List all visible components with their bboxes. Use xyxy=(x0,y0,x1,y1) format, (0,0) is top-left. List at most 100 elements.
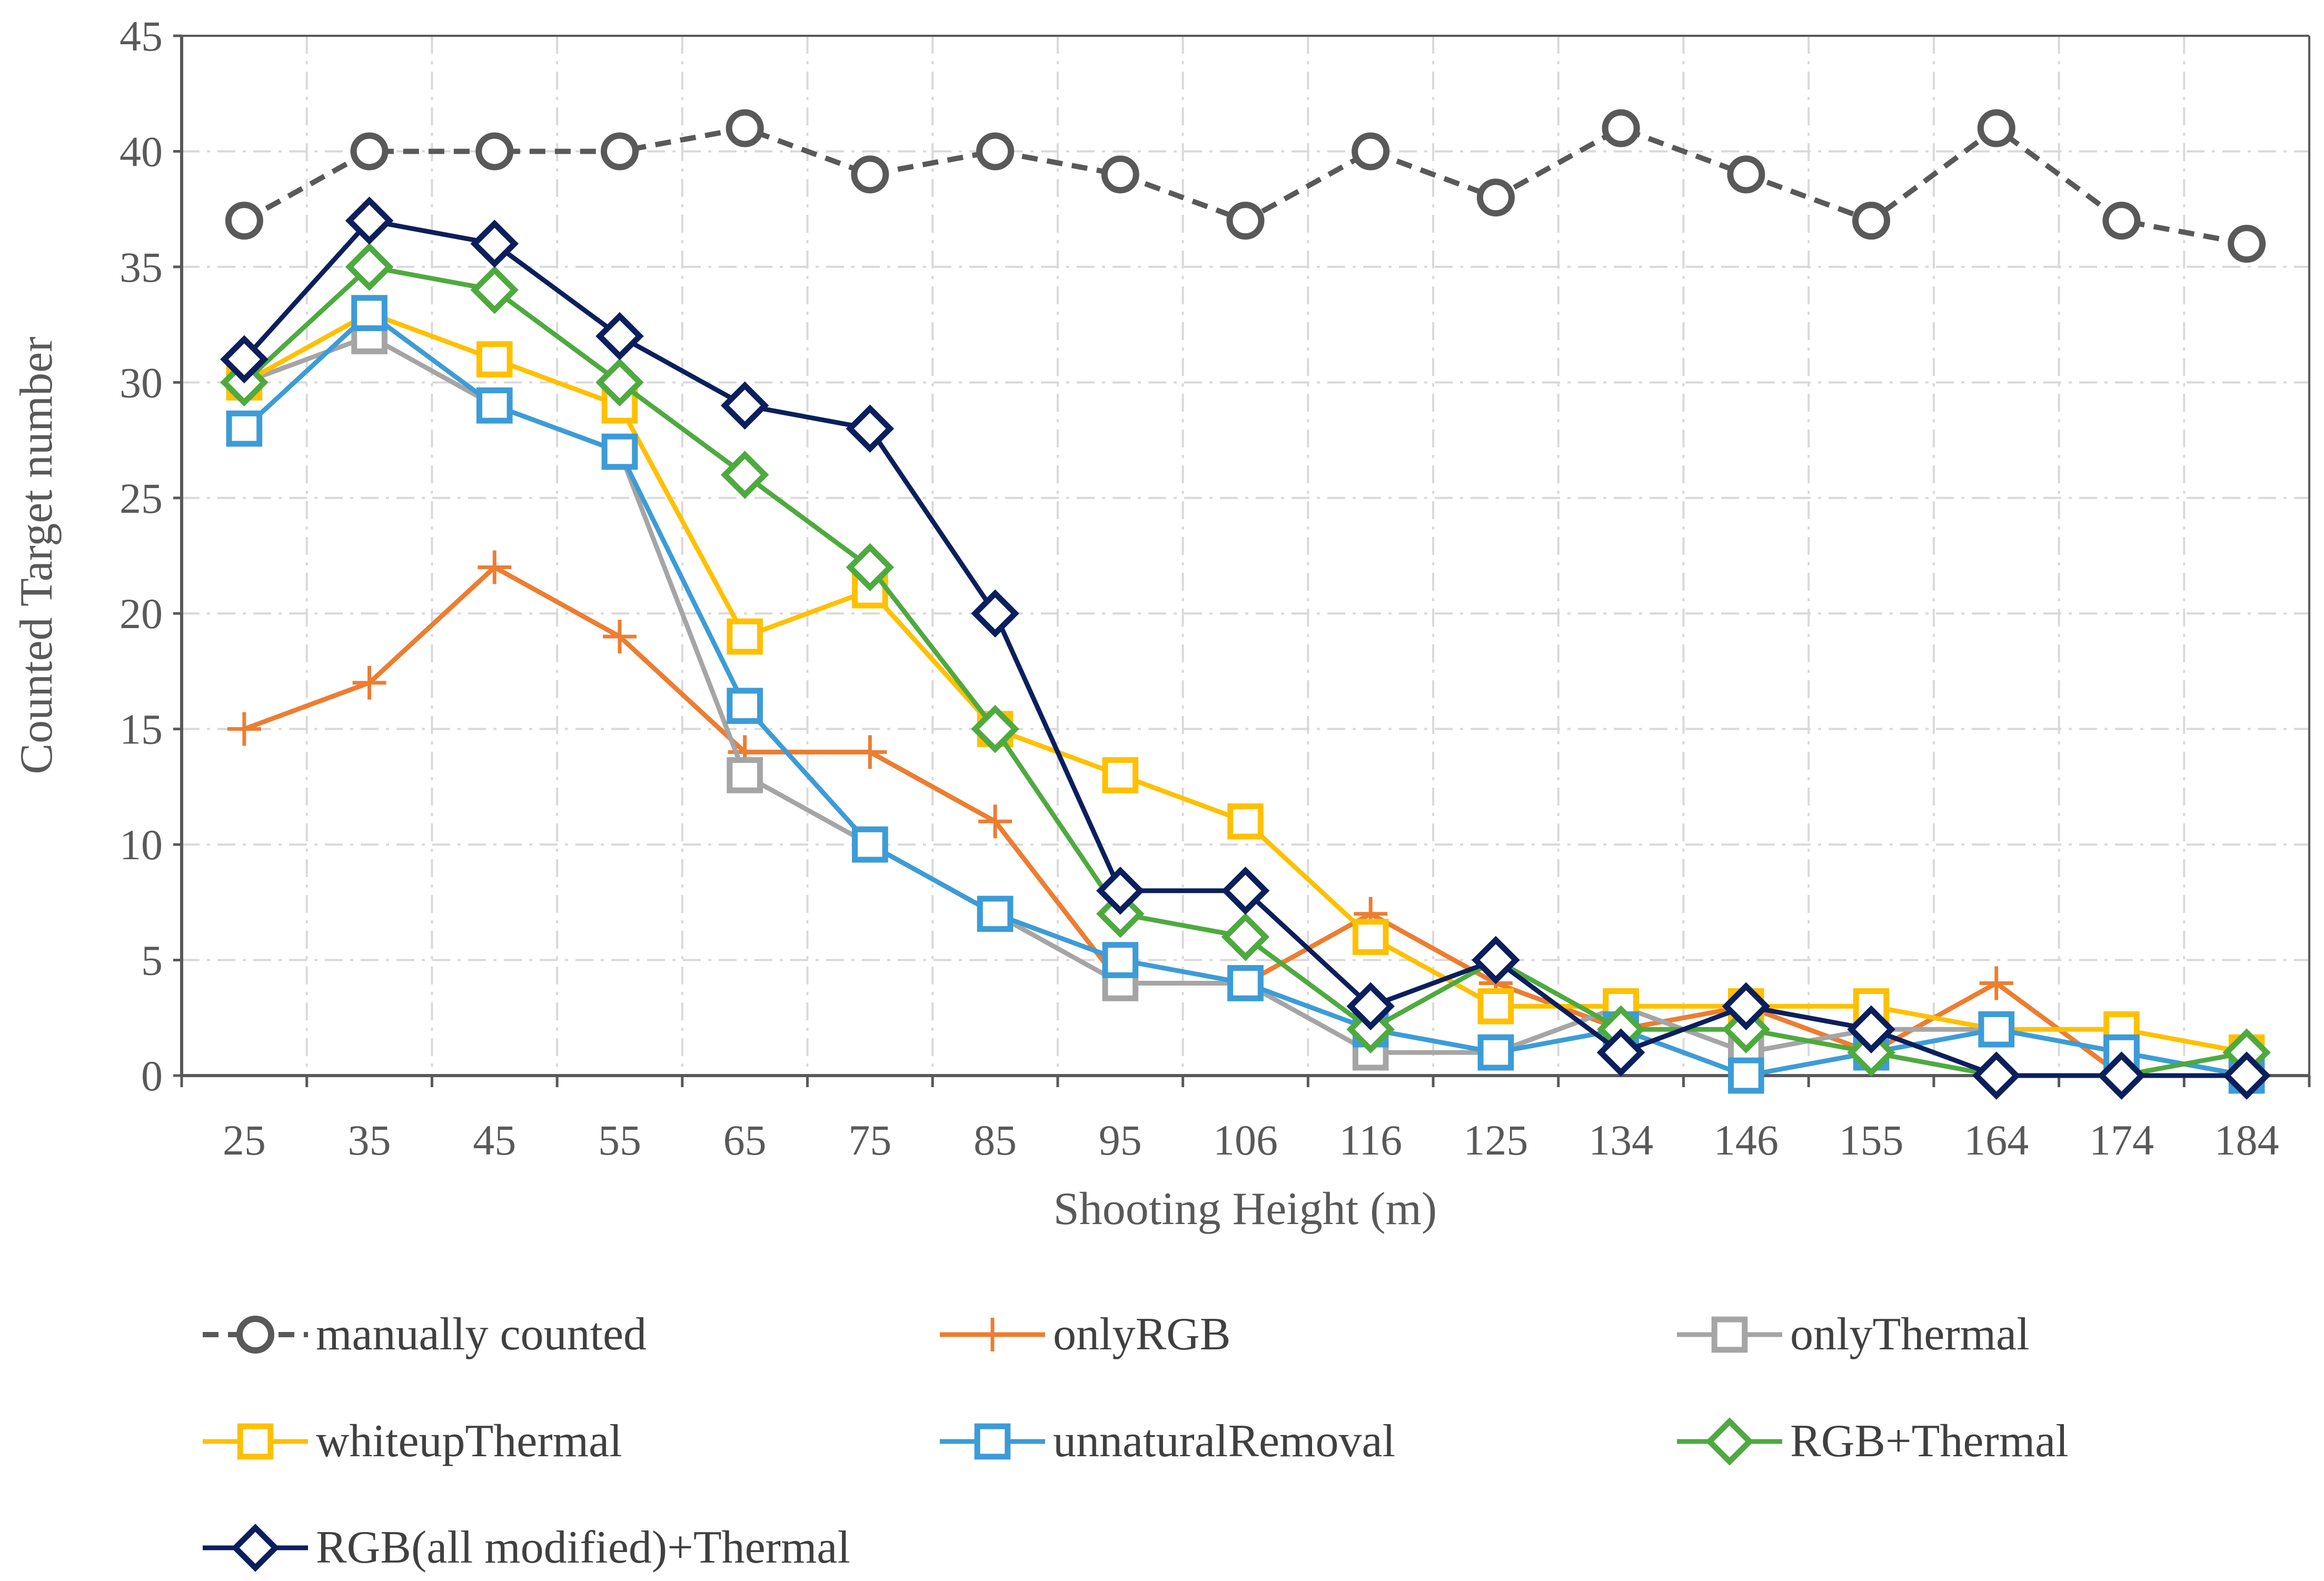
data-point xyxy=(352,665,386,700)
data-point xyxy=(470,265,519,314)
data-point xyxy=(226,410,263,447)
data-point xyxy=(971,704,1019,753)
legend-label: onlyThermal xyxy=(1790,1309,2030,1360)
y-tick-label: 25 xyxy=(120,474,163,522)
data-point xyxy=(600,132,639,171)
y-tick-label: 45 xyxy=(120,12,163,60)
x-tick-label: 25 xyxy=(223,1116,266,1164)
x-tick-label: 75 xyxy=(848,1116,891,1164)
data-point xyxy=(1705,1417,1754,1466)
data-point xyxy=(851,155,889,194)
x-tick-label: 146 xyxy=(1714,1116,1779,1164)
x-tick-label: 45 xyxy=(473,1116,516,1164)
y-tick-label: 0 xyxy=(141,1052,163,1100)
series-6 xyxy=(220,196,2271,1100)
legend-label: RGB+Thermal xyxy=(1790,1416,2069,1467)
x-tick-label: 164 xyxy=(1964,1116,2029,1164)
data-point xyxy=(1472,936,1520,985)
data-point xyxy=(1477,988,1514,1025)
y-axis-title: Counted Target number xyxy=(11,336,62,774)
data-point xyxy=(2228,225,2266,263)
x-tick-label: 174 xyxy=(2089,1116,2154,1164)
data-point xyxy=(971,589,1019,638)
data-point xyxy=(470,220,519,268)
y-tick-label: 5 xyxy=(141,937,163,985)
y-tick-label: 10 xyxy=(120,821,163,869)
data-point xyxy=(976,1318,1009,1351)
data-point xyxy=(727,688,763,724)
data-point xyxy=(478,550,512,584)
data-point xyxy=(236,1316,274,1354)
legend-entry: manually counted xyxy=(203,1309,647,1360)
data-point xyxy=(227,712,261,746)
x-tick-label: 65 xyxy=(723,1116,767,1164)
data-point xyxy=(2097,1051,2146,1100)
data-point xyxy=(350,132,389,171)
data-point xyxy=(1102,757,1139,793)
data-point xyxy=(1102,942,1139,978)
x-axis-title: Shooting Height (m) xyxy=(1054,1184,1437,1235)
x-tick-label: 116 xyxy=(1339,1116,1402,1164)
legend-entry: unnaturalRemoval xyxy=(940,1416,1395,1467)
series-line xyxy=(242,311,2247,1078)
data-point xyxy=(1727,155,1765,194)
data-point xyxy=(1227,803,1264,840)
data-point xyxy=(1227,965,1264,1001)
data-point xyxy=(1346,982,1395,1031)
data-point xyxy=(601,433,638,470)
data-point xyxy=(1352,132,1390,171)
data-point xyxy=(1352,919,1389,955)
data-point xyxy=(976,132,1015,171)
data-point xyxy=(237,1423,274,1460)
data-point xyxy=(351,295,388,331)
data-point xyxy=(1602,109,1640,147)
data-point xyxy=(727,618,763,655)
data-point xyxy=(1972,1051,2021,1100)
data-point xyxy=(720,451,769,499)
legend-entry: RGB+Thermal xyxy=(1677,1416,2069,1467)
data-point xyxy=(345,243,394,291)
x-tick-label: 134 xyxy=(1588,1116,1653,1164)
y-tick-label: 30 xyxy=(120,359,163,406)
legend-entry: onlyRGB xyxy=(940,1309,1230,1360)
legend-entry: RGB(all modified)+Thermal xyxy=(203,1522,850,1573)
data-point xyxy=(1221,912,1270,961)
data-point xyxy=(720,381,769,430)
legend-label: manually counted xyxy=(316,1309,647,1360)
data-point xyxy=(220,335,269,384)
legend-label: whiteupThermal xyxy=(316,1416,622,1467)
data-point xyxy=(345,196,394,245)
x-tick-label: 155 xyxy=(1839,1116,1904,1164)
x-tick-label: 125 xyxy=(1463,1116,1528,1164)
x-tick-label: 85 xyxy=(974,1116,1017,1164)
data-point xyxy=(1711,1316,1748,1353)
legend: manually counted onlyRGB onlyThermal whiteu… xyxy=(203,1309,2069,1573)
data-point xyxy=(595,358,644,407)
data-point xyxy=(475,132,514,171)
x-tick-label: 55 xyxy=(598,1116,641,1164)
data-point xyxy=(978,804,1012,839)
data-point xyxy=(852,826,888,863)
y-tick-label: 35 xyxy=(120,243,163,291)
data-point xyxy=(2222,1051,2271,1100)
x-tick-label: 35 xyxy=(348,1116,391,1164)
series-line xyxy=(243,334,2247,1078)
x-tick-label: 184 xyxy=(2214,1116,2279,1164)
data-point xyxy=(1728,1057,1764,1094)
data-point xyxy=(726,109,764,147)
data-point xyxy=(974,1423,1011,1460)
axes xyxy=(180,35,2310,1077)
y-tick-label: 20 xyxy=(120,590,163,638)
series-4 xyxy=(226,295,2265,1094)
data-point xyxy=(476,341,513,377)
data-point xyxy=(1096,867,1145,915)
data-point xyxy=(1596,1028,1645,1077)
data-point xyxy=(1226,202,1265,240)
data-point xyxy=(595,312,644,361)
legend-label: unnaturalRemoval xyxy=(1053,1416,1395,1467)
data-point xyxy=(1979,966,2013,1000)
x-tick-label: 106 xyxy=(1213,1116,1278,1164)
data-point xyxy=(846,543,895,592)
series-layer xyxy=(220,109,2271,1100)
